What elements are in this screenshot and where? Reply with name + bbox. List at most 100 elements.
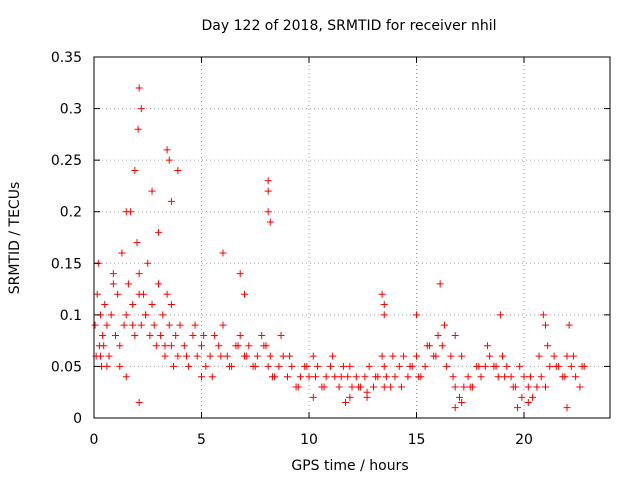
data-point [533, 383, 541, 391]
data-point [344, 373, 352, 381]
x-tick-label: 5 [197, 432, 206, 448]
data-point [400, 352, 408, 360]
data-point [176, 321, 184, 329]
data-point [146, 331, 154, 339]
data-point [161, 352, 169, 360]
data-point [93, 290, 101, 298]
data-point [434, 331, 442, 339]
data-point [234, 342, 242, 350]
data-point [264, 208, 272, 216]
data-point [206, 352, 214, 360]
data-point [440, 321, 448, 329]
data-point [544, 342, 552, 350]
data-point [520, 373, 528, 381]
data-point [552, 362, 560, 370]
data-point [492, 362, 500, 370]
data-point [339, 362, 347, 370]
data-point [481, 362, 489, 370]
data-point [253, 352, 261, 360]
data-point [415, 373, 423, 381]
data-point [279, 352, 287, 360]
data-point [539, 311, 547, 319]
y-tick-label: 0.3 [60, 102, 82, 118]
data-point [404, 373, 412, 381]
data-point [432, 352, 440, 360]
y-tick-label: 0.15 [51, 256, 82, 272]
data-point [129, 301, 137, 309]
data-point [391, 373, 399, 381]
data-point [245, 342, 253, 350]
grid-lines [94, 57, 610, 418]
data-point [348, 383, 356, 391]
data-point [275, 362, 283, 370]
y-tick-label: 0.35 [51, 50, 82, 66]
data-point [167, 301, 175, 309]
data-point [456, 393, 463, 401]
data-point [208, 373, 216, 381]
y-tick-label: 0.2 [60, 205, 82, 221]
data-point [103, 321, 111, 329]
data-point [200, 331, 208, 339]
data-point [193, 352, 201, 360]
data-point [170, 362, 178, 370]
data-point [486, 352, 494, 360]
data-point [413, 352, 420, 360]
data-point [122, 208, 130, 216]
data-point [133, 239, 141, 247]
data-point [329, 352, 337, 360]
data-point [202, 362, 210, 370]
data-point [116, 362, 124, 370]
data-point [219, 249, 227, 257]
data-point [524, 383, 532, 391]
data-point [148, 187, 156, 195]
data-point [150, 321, 158, 329]
data-point [258, 331, 266, 339]
data-point [477, 373, 485, 381]
data-point [378, 352, 386, 360]
data-point [529, 393, 537, 401]
data-point [163, 146, 171, 154]
data-point [501, 373, 509, 381]
data-point [327, 362, 334, 370]
data-point [561, 373, 569, 381]
data-point [99, 331, 107, 339]
data-point [496, 311, 504, 319]
data-point [354, 383, 362, 391]
data-point [567, 362, 575, 370]
data-point [122, 311, 130, 319]
data-point [380, 383, 388, 391]
data-point [284, 373, 291, 381]
data-point [526, 373, 534, 381]
data-point [163, 290, 171, 298]
data-point [100, 342, 108, 350]
data-point [134, 125, 142, 133]
data-point [191, 321, 199, 329]
data-point [380, 301, 388, 309]
data-point [112, 331, 119, 339]
data-point [550, 352, 558, 360]
data-point [524, 399, 532, 407]
data-point [447, 352, 455, 360]
data-point [277, 331, 285, 339]
data-point [451, 383, 459, 391]
data-point [331, 373, 339, 381]
data-point [167, 342, 175, 350]
data-point [180, 342, 188, 350]
data-point [155, 228, 162, 236]
data-point [251, 362, 259, 370]
data-point [563, 404, 571, 412]
data-point [509, 383, 517, 391]
axis-ticks: 0 0.05 0.1 0.15 0.2 0.25 0.3 0.35 0 5 10 15 20 [51, 50, 610, 448]
data-point [167, 197, 175, 205]
data-point [320, 383, 328, 391]
data-point [157, 331, 165, 339]
data-point [116, 342, 124, 350]
data-point [397, 383, 405, 391]
data-point [198, 342, 205, 350]
data-point [466, 383, 474, 391]
data-points [91, 84, 588, 412]
data-point [337, 373, 345, 381]
data-point [148, 301, 156, 309]
data-point [514, 404, 522, 412]
data-point [129, 321, 137, 329]
